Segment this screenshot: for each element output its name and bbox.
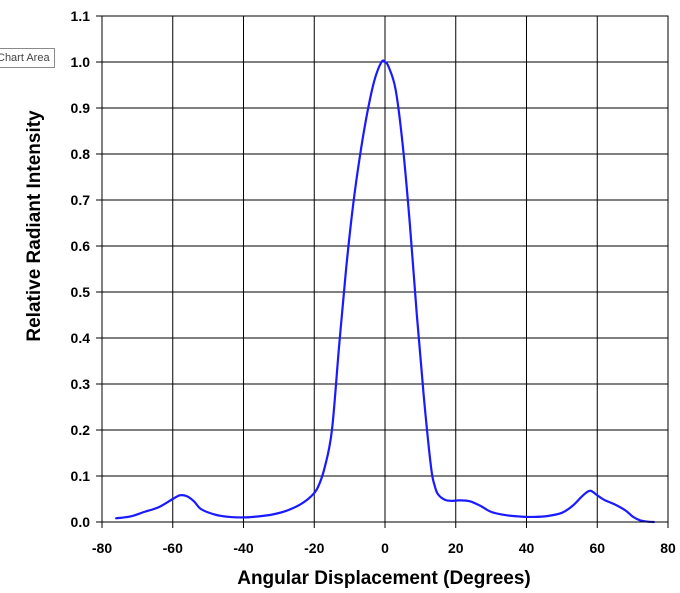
x-tick-label: -80 — [92, 540, 112, 556]
y-tick-label: 1.1 — [71, 8, 91, 24]
y-tick-label: 1.0 — [71, 54, 91, 70]
y-axis-title: Relative Radiant Intensity — [24, 110, 45, 342]
y-tick-label: 0.1 — [71, 468, 91, 484]
x-tick-label: 60 — [589, 540, 605, 556]
series-line — [115, 59, 655, 524]
y-tick-label: 0.9 — [71, 100, 91, 116]
x-tick-label: 40 — [519, 540, 535, 556]
y-tick-label: 0.2 — [71, 422, 91, 438]
y-tick-label: 0.0 — [71, 514, 91, 530]
y-tick-label: 0.5 — [71, 284, 91, 300]
x-axis-title: Angular Displacement (Degrees) — [237, 568, 531, 589]
x-tick-label: 80 — [660, 540, 676, 556]
series-group — [115, 59, 655, 524]
y-tick-label: 0.6 — [71, 238, 91, 254]
y-tick-label: 0.7 — [71, 192, 91, 208]
y-tick-label: 0.8 — [71, 146, 91, 162]
x-tick-label: 20 — [448, 540, 464, 556]
plot-area-border — [101, 15, 669, 523]
y-tick-label: 0.3 — [71, 376, 91, 392]
y-tick-label: 0.4 — [71, 330, 91, 346]
x-tick-label: -20 — [304, 540, 324, 556]
axes — [96, 15, 669, 528]
y-tick-labels: 0.0 0.1 0.2 0.3 0.4 0.5 0.6 0.7 0.8 0.9 1.0 1.1 — [71, 8, 91, 530]
chart-area-tooltip: Chart Area — [0, 48, 55, 68]
x-tick-label: 0 — [381, 540, 389, 556]
x-tick-label: -60 — [163, 540, 183, 556]
x-tick-label: -40 — [233, 540, 253, 556]
x-tick-labels: -80 -60 -40 -20 0 20 40 60 80 — [92, 540, 676, 556]
grid — [101, 15, 669, 523]
